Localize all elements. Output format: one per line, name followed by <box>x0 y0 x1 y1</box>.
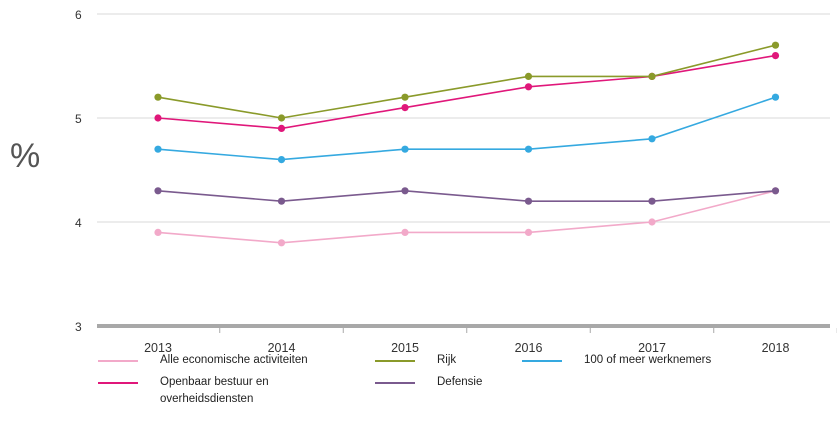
x-tick-labels: 2013 2014 2015 2016 2017 2018 <box>144 341 789 355</box>
data-point <box>154 93 162 101</box>
legend-item: Rijk <box>375 352 587 369</box>
legend-item: Alle economische activiteiten <box>98 352 310 369</box>
data-point <box>277 156 286 164</box>
legend-swatch <box>98 382 138 384</box>
data-point <box>154 228 162 236</box>
data-point <box>524 72 533 80</box>
data-point <box>771 93 780 101</box>
legend-swatch <box>98 360 138 362</box>
series-lines <box>154 41 780 247</box>
legend-item: Openbaar bestuur en overheidsdiensten <box>98 374 310 408</box>
y-tick-5: 5 <box>75 112 82 126</box>
legend-item: Defensie <box>375 374 587 391</box>
data-point <box>648 135 656 143</box>
legend-label: 100 of meer werknemers <box>584 354 712 366</box>
data-point <box>401 93 409 101</box>
x-tick-2018: 2018 <box>762 341 790 355</box>
data-point <box>401 228 409 236</box>
legend-label: Openbaar bestuur en overheidsdiensten <box>160 376 269 405</box>
data-point <box>648 218 656 226</box>
data-point <box>524 197 533 205</box>
data-point <box>524 83 533 91</box>
data-point <box>154 187 162 195</box>
x-tick-2016: 2016 <box>515 341 543 355</box>
x-tick-2014: 2014 <box>268 341 296 355</box>
data-point <box>771 187 780 195</box>
legend-swatch <box>375 382 415 384</box>
data-point <box>648 72 656 80</box>
legend-item: 100 of meer werknemers <box>522 352 784 369</box>
series-line <box>157 190 776 244</box>
series-3 <box>154 187 780 205</box>
y-tick-labels: 3 4 5 6 <box>75 8 82 334</box>
data-point <box>277 114 286 122</box>
data-point <box>277 124 286 132</box>
grid-lines <box>97 13 830 223</box>
legend-swatch <box>375 360 415 362</box>
y-tick-3: 3 <box>75 320 82 334</box>
data-point <box>154 145 162 153</box>
series-2 <box>154 41 780 122</box>
data-point <box>277 239 286 247</box>
x-tick-2015: 2015 <box>391 341 419 355</box>
legend-label: Defensie <box>437 376 483 388</box>
data-point <box>771 52 780 60</box>
y-axis-label: % <box>10 137 40 175</box>
y-tick-6: 6 <box>75 8 82 22</box>
series-line <box>157 189 776 203</box>
data-point <box>277 197 286 205</box>
x-tick-2013: 2013 <box>144 341 172 355</box>
data-point <box>154 114 162 122</box>
legend-label: Rijk <box>437 354 457 366</box>
data-point <box>648 197 656 205</box>
data-point <box>524 228 533 236</box>
x-axis <box>97 324 837 333</box>
data-point <box>524 145 533 153</box>
legend-swatch <box>522 360 562 362</box>
series-line <box>157 96 776 161</box>
data-point <box>771 41 780 49</box>
data-point <box>401 187 409 195</box>
series-line <box>157 54 776 130</box>
series-line <box>157 44 776 119</box>
y-tick-4: 4 <box>75 216 82 230</box>
series-4 <box>154 93 780 164</box>
legend-label: Alle economische activiteiten <box>160 354 308 366</box>
data-point <box>401 145 409 153</box>
x-axis-line <box>97 324 830 328</box>
data-point <box>401 104 409 112</box>
x-tick-2017: 2017 <box>638 341 666 355</box>
